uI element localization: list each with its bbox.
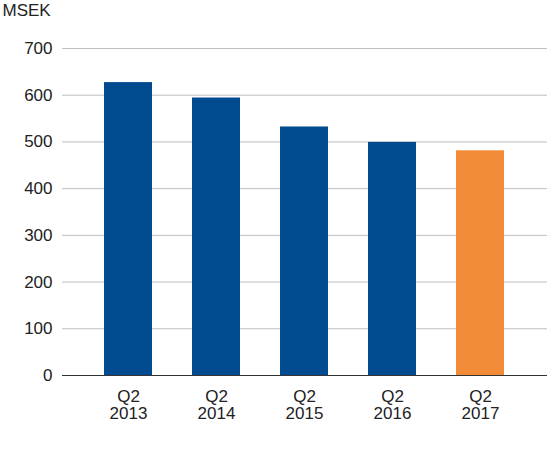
svg-text:100: 100 — [24, 319, 52, 338]
svg-text:700: 700 — [24, 39, 52, 58]
svg-text:600: 600 — [24, 86, 52, 105]
svg-text:Q22017: Q22017 — [462, 387, 500, 423]
svg-text:300: 300 — [24, 226, 52, 245]
svg-text:MSEK: MSEK — [3, 1, 52, 20]
svg-text:Q22015: Q22015 — [286, 387, 324, 423]
svg-text:0: 0 — [43, 366, 52, 385]
svg-text:Q22013: Q22013 — [110, 387, 148, 423]
svg-text:Q22014: Q22014 — [198, 387, 236, 423]
svg-text:Q22016: Q22016 — [374, 387, 412, 423]
svg-text:500: 500 — [24, 132, 52, 151]
svg-text:200: 200 — [24, 273, 52, 292]
svg-text:400: 400 — [24, 179, 52, 198]
